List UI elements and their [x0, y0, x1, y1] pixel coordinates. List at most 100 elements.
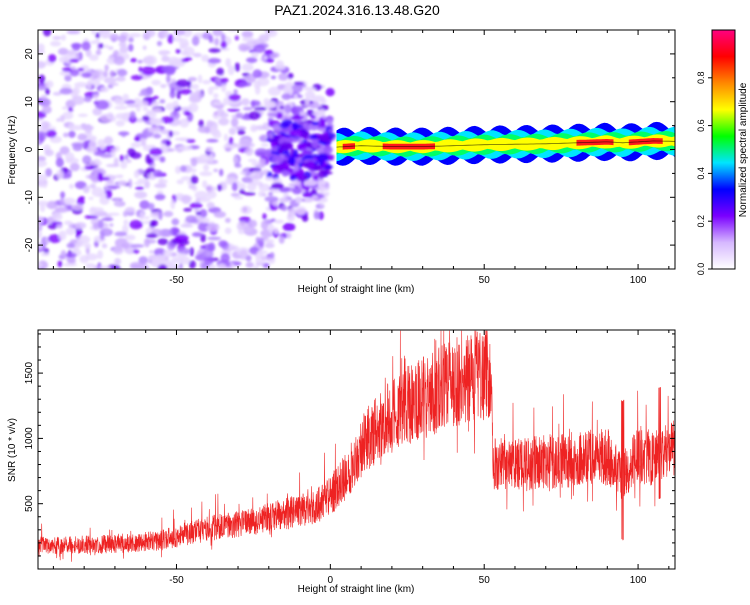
noise-blob — [38, 61, 46, 69]
noise-blob — [38, 200, 49, 206]
noise-blob — [198, 92, 204, 99]
noise-blob — [48, 234, 62, 244]
noise-blob — [254, 85, 261, 95]
noise-blob — [274, 64, 286, 70]
noise-blob — [199, 208, 208, 219]
noise-blob — [303, 154, 314, 159]
spectrogram-heatmap — [38, 30, 675, 269]
noise-blob — [264, 49, 274, 55]
snr-frame — [37, 329, 676, 570]
noise-blob — [293, 93, 299, 100]
noise-blob — [109, 70, 115, 78]
noise-blob — [98, 43, 104, 49]
noise-blob — [120, 160, 128, 169]
noise-blob — [261, 255, 269, 261]
noise-blob — [263, 55, 268, 61]
noise-blob — [128, 32, 142, 38]
noise-blob — [186, 139, 196, 143]
spectrogram-y-tick-label: -10 — [24, 190, 35, 205]
colorbar-tick-label: 0.8 — [696, 72, 706, 85]
noise-blob — [98, 192, 107, 199]
noise-blob — [171, 256, 184, 264]
noise-blob — [118, 42, 127, 47]
noise-blob — [268, 191, 273, 196]
noise-blob — [264, 196, 279, 202]
noise-blob — [190, 83, 200, 90]
noise-blob — [183, 207, 193, 212]
noise-blob — [200, 250, 214, 259]
noise-blob — [219, 168, 224, 177]
noise-blob — [89, 160, 103, 166]
spectrogram-x-tick-label: -50 — [169, 275, 184, 286]
noise-blob — [248, 111, 261, 120]
noise-blob — [205, 223, 220, 232]
colorbar-gradient — [711, 29, 736, 270]
noise-blob — [178, 262, 183, 269]
noise-blob — [218, 112, 229, 118]
noise-blob — [238, 137, 252, 148]
noise-blob — [235, 112, 244, 118]
noise-blob — [165, 139, 172, 147]
noise-blob — [318, 159, 325, 166]
noise-blob — [197, 74, 203, 84]
noise-blob — [38, 84, 47, 91]
noise-blob — [181, 194, 192, 205]
noise-blob — [38, 74, 46, 84]
noise-blob — [325, 117, 334, 125]
noise-blob — [175, 48, 182, 54]
noise-blob — [247, 158, 257, 163]
noise-blob — [134, 136, 141, 142]
noise-blob — [158, 210, 163, 221]
noise-blob — [224, 227, 232, 235]
noise-blob — [44, 149, 54, 157]
noise-blob — [85, 49, 92, 57]
noise-blob — [183, 110, 191, 116]
noise-blob — [81, 41, 91, 51]
noise-blob — [117, 179, 128, 186]
noise-blob — [153, 248, 166, 257]
noise-blob — [271, 182, 284, 190]
noise-blob — [100, 153, 114, 158]
noise-blob — [297, 142, 308, 151]
noise-blob — [161, 55, 171, 62]
noise-blob — [286, 213, 295, 222]
noise-blob — [169, 110, 181, 121]
noise-blob — [174, 137, 186, 141]
noise-blob — [81, 124, 94, 131]
noise-blob — [176, 247, 191, 254]
noise-blob — [166, 74, 171, 84]
noise-blob — [154, 183, 167, 189]
noise-blob — [95, 49, 102, 56]
noise-blob — [206, 138, 219, 143]
noise-blob — [130, 58, 137, 63]
noise-blob — [325, 88, 335, 97]
noise-blob — [318, 211, 324, 220]
noise-blob — [70, 42, 82, 49]
noise-blob — [220, 40, 227, 49]
noise-blob — [85, 246, 90, 255]
noise-blob — [191, 35, 200, 46]
noise-blob — [144, 30, 156, 38]
noise-blob — [163, 249, 173, 258]
noise-blob — [286, 232, 292, 240]
noise-blob — [143, 55, 157, 66]
noise-blob — [264, 242, 275, 249]
noise-blob — [128, 178, 133, 189]
noise-blob — [201, 54, 210, 62]
noise-blob — [286, 137, 300, 143]
noise-blob — [44, 80, 54, 89]
noise-blob — [82, 155, 92, 165]
noise-blob — [278, 197, 290, 203]
snr-line-layer — [38, 330, 675, 562]
noise-blob — [74, 82, 88, 88]
noise-blob — [263, 239, 275, 244]
noise-blob — [99, 177, 111, 181]
noise-blob — [99, 232, 105, 241]
noise-blob — [68, 123, 74, 131]
noise-blob — [301, 215, 309, 222]
noise-blob — [298, 137, 303, 144]
noise-blob — [159, 50, 168, 56]
noise-blob — [269, 252, 275, 259]
noise-blob — [142, 45, 147, 50]
noise-blob — [118, 35, 128, 43]
